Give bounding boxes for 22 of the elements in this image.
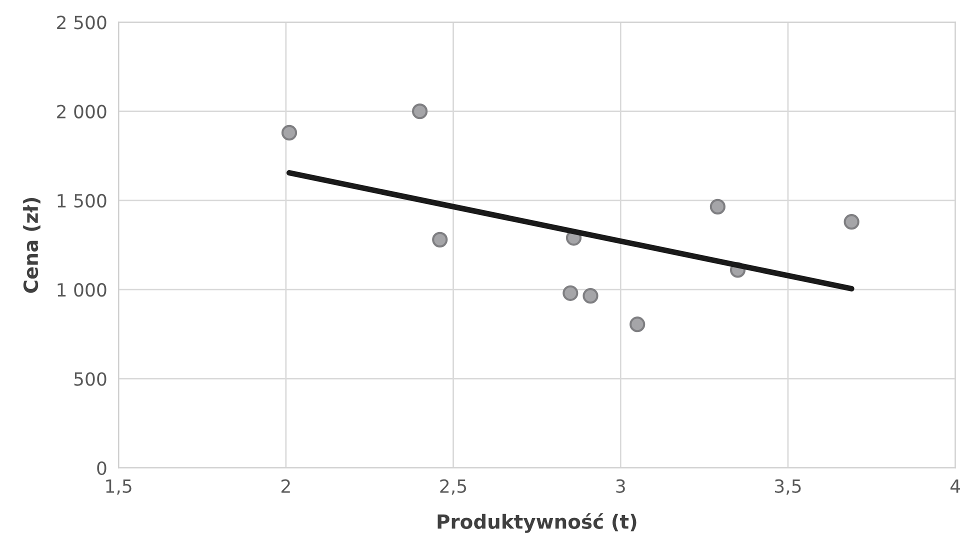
y-tick-label: 500 — [74, 372, 106, 386]
point — [412, 104, 428, 120]
y-tick-label: 0 — [97, 461, 106, 475]
x-tick-label: 1,5 — [106, 480, 132, 495]
point — [432, 232, 448, 248]
point — [582, 288, 598, 304]
point — [710, 198, 726, 215]
point — [562, 285, 578, 301]
point — [630, 316, 646, 332]
y-tick-label: 1 500 — [58, 194, 106, 208]
y-tick-label: 2 500 — [57, 16, 106, 30]
x-tick-label: 3,5 — [774, 479, 801, 495]
x-axis-title: Produktywność (t) — [438, 513, 636, 533]
x-tick-label: 4 — [950, 480, 960, 493]
x-tick-label: 2 — [282, 479, 290, 493]
y-tick-label: 1 000 — [58, 283, 106, 297]
y-tick-label: 2 000 — [57, 104, 106, 118]
x-tick-label: 3 — [616, 479, 625, 493]
point — [844, 214, 860, 230]
x-tick-label: 2,5 — [440, 479, 466, 495]
y-axis-title: Cena (zł) — [23, 198, 40, 293]
point — [281, 124, 298, 141]
